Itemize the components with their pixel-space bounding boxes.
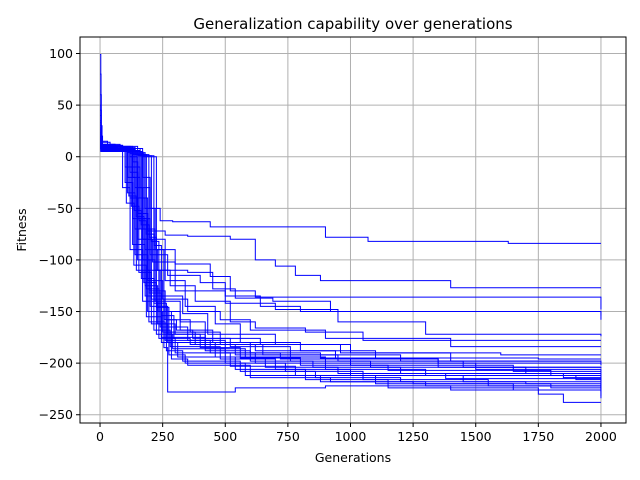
plot-frame <box>79 36 627 424</box>
x-tick-label-7: 1750 <box>522 429 554 444</box>
y-tick-label-3: −50 <box>47 201 73 216</box>
x-tick-label-8: 2000 <box>585 429 617 444</box>
y-tick-label-6: −200 <box>39 356 73 371</box>
y-tick-label-5: −150 <box>39 304 73 319</box>
x-tick-label-1: 250 <box>151 429 175 444</box>
y-tick-label-0: 100 <box>49 46 73 61</box>
x-axis-ticks: 0 250 500 750 1000 1250 1500 1750 2000 <box>96 423 617 444</box>
y-tick-label-7: −250 <box>39 407 73 422</box>
x-tick-label-2: 500 <box>213 429 237 444</box>
x-axis-label: Generations <box>315 450 391 465</box>
x-tick-label-4: 1000 <box>335 429 367 444</box>
y-axis-ticks: 100 50 0 −50 −100 −150 −200 −250 <box>39 46 80 422</box>
y-tick-label-4: −100 <box>39 252 73 267</box>
series-line-24 <box>100 144 601 403</box>
series-line-26 <box>100 145 602 390</box>
x-tick-label-6: 1500 <box>460 429 492 444</box>
x-tick-label-3: 750 <box>276 429 300 444</box>
series-line-28 <box>100 146 602 387</box>
y-tick-label-1: 50 <box>57 98 73 113</box>
grid <box>80 37 626 423</box>
x-tick-label-0: 0 <box>96 429 104 444</box>
y-axis-label: Fitness <box>14 208 29 251</box>
series-line-30 <box>100 147 601 362</box>
x-tick-label-5: 1250 <box>397 429 429 444</box>
series-line-27 <box>100 146 602 389</box>
y-tick-label-2: 0 <box>65 149 73 164</box>
chart-title: Generalization capability over generatio… <box>193 15 512 33</box>
series-group <box>100 54 602 403</box>
